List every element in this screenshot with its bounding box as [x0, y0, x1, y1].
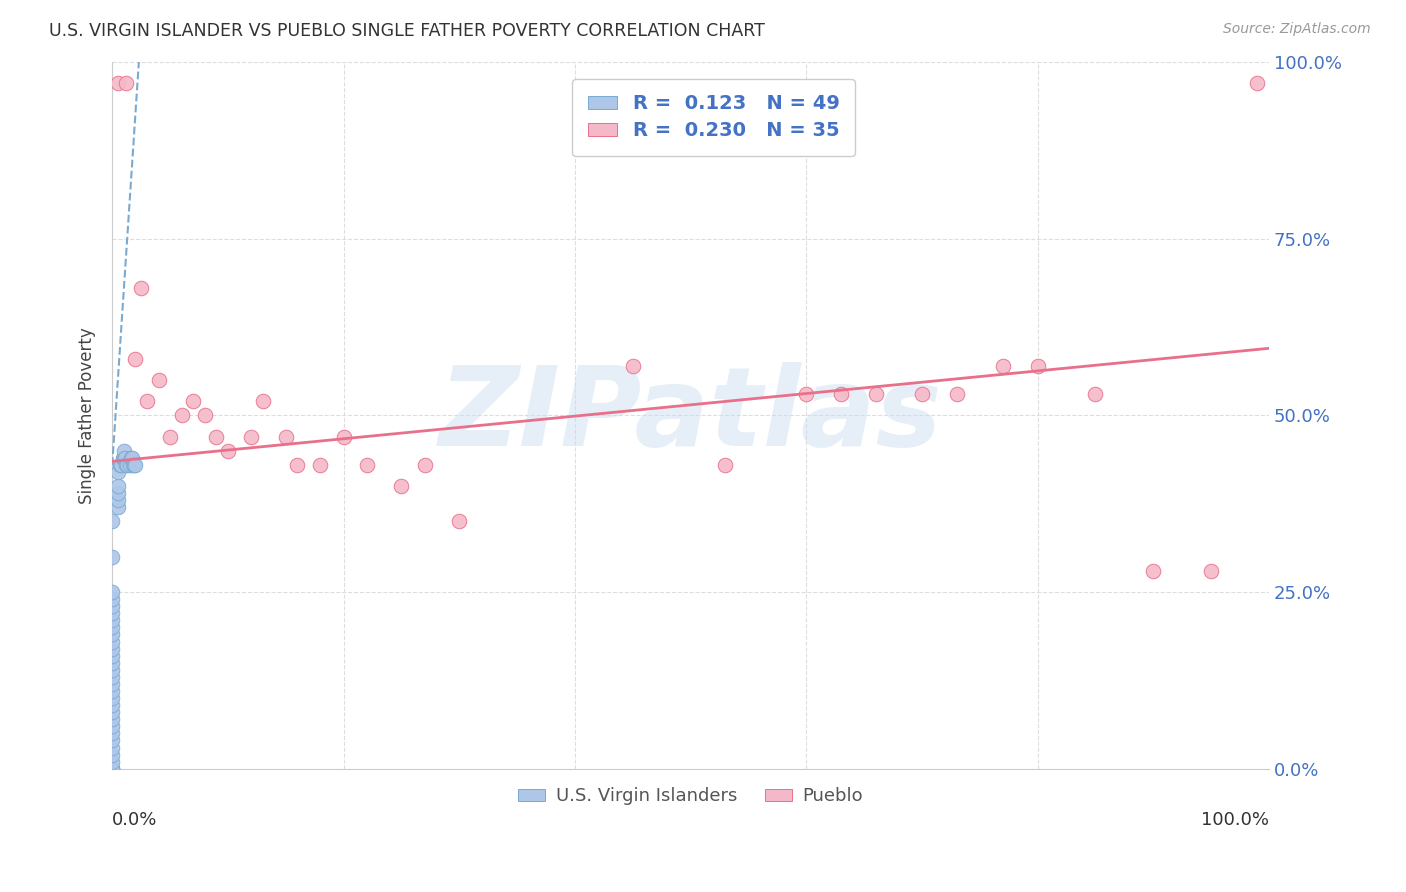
Point — [391, 479, 413, 493]
Point — [101, 620, 124, 634]
Point — [101, 762, 124, 776]
Point — [115, 76, 138, 90]
Point — [124, 351, 146, 366]
Text: 100.0%: 100.0% — [1201, 811, 1270, 830]
Point — [117, 458, 139, 472]
Point — [991, 359, 1014, 373]
Point — [101, 515, 124, 529]
Point — [101, 648, 124, 663]
Point — [107, 76, 129, 90]
Point — [1199, 564, 1222, 578]
Point — [205, 429, 228, 443]
Point — [110, 458, 132, 472]
Point — [252, 394, 274, 409]
Text: ZIPatlas: ZIPatlas — [439, 362, 942, 469]
Point — [240, 429, 263, 443]
Point — [112, 450, 135, 465]
Point — [101, 712, 124, 726]
Point — [120, 450, 142, 465]
Point — [101, 641, 124, 656]
Point — [714, 458, 737, 472]
Point — [449, 515, 471, 529]
Point — [101, 719, 124, 733]
Point — [830, 387, 852, 401]
Point — [217, 443, 239, 458]
Point — [101, 599, 124, 614]
Point — [194, 409, 217, 423]
Point — [110, 458, 132, 472]
Point — [911, 387, 934, 401]
Point — [101, 634, 124, 648]
Point — [101, 740, 124, 755]
Point — [124, 458, 146, 472]
Point — [101, 592, 124, 607]
Point — [621, 359, 644, 373]
Point — [101, 698, 124, 713]
Point — [112, 443, 135, 458]
Point — [309, 458, 332, 472]
Point — [101, 762, 124, 776]
Point — [129, 281, 152, 295]
Point — [101, 607, 124, 621]
Point — [181, 394, 204, 409]
Text: Source: ZipAtlas.com: Source: ZipAtlas.com — [1223, 22, 1371, 37]
Point — [122, 458, 145, 472]
Point — [274, 429, 297, 443]
Point — [101, 549, 124, 564]
Point — [285, 458, 308, 472]
Point — [159, 429, 181, 443]
Point — [115, 458, 138, 472]
Point — [170, 409, 193, 423]
Point — [107, 493, 129, 508]
Point — [101, 733, 124, 747]
Point — [121, 450, 143, 465]
Point — [1026, 359, 1049, 373]
Point — [945, 387, 967, 401]
Point — [148, 373, 170, 387]
Y-axis label: Single Father Poverty: Single Father Poverty — [79, 327, 96, 504]
Point — [111, 450, 134, 465]
Text: U.S. VIRGIN ISLANDER VS PUEBLO SINGLE FATHER POVERTY CORRELATION CHART: U.S. VIRGIN ISLANDER VS PUEBLO SINGLE FA… — [49, 22, 765, 40]
Point — [332, 429, 354, 443]
Point — [107, 486, 129, 500]
Point — [101, 656, 124, 670]
Point — [101, 747, 124, 762]
Point — [107, 479, 129, 493]
Point — [865, 387, 887, 401]
Point — [413, 458, 436, 472]
Point — [101, 613, 124, 627]
Point — [101, 663, 124, 677]
Point — [101, 585, 124, 599]
Point — [794, 387, 817, 401]
Point — [1246, 76, 1268, 90]
Point — [101, 726, 124, 740]
Point — [101, 762, 124, 776]
Point — [101, 684, 124, 698]
Point — [107, 500, 129, 515]
Text: 0.0%: 0.0% — [112, 811, 157, 830]
Point — [1142, 564, 1164, 578]
Point — [136, 394, 159, 409]
Point — [107, 465, 129, 479]
Point — [101, 670, 124, 684]
Point — [1084, 387, 1107, 401]
Point — [101, 755, 124, 769]
Point — [114, 450, 136, 465]
Legend: U.S. Virgin Islanders, Pueblo: U.S. Virgin Islanders, Pueblo — [510, 780, 870, 813]
Point — [118, 458, 141, 472]
Point — [101, 677, 124, 691]
Point — [101, 705, 124, 719]
Point — [356, 458, 378, 472]
Point — [101, 627, 124, 641]
Point — [101, 691, 124, 706]
Point — [122, 458, 145, 472]
